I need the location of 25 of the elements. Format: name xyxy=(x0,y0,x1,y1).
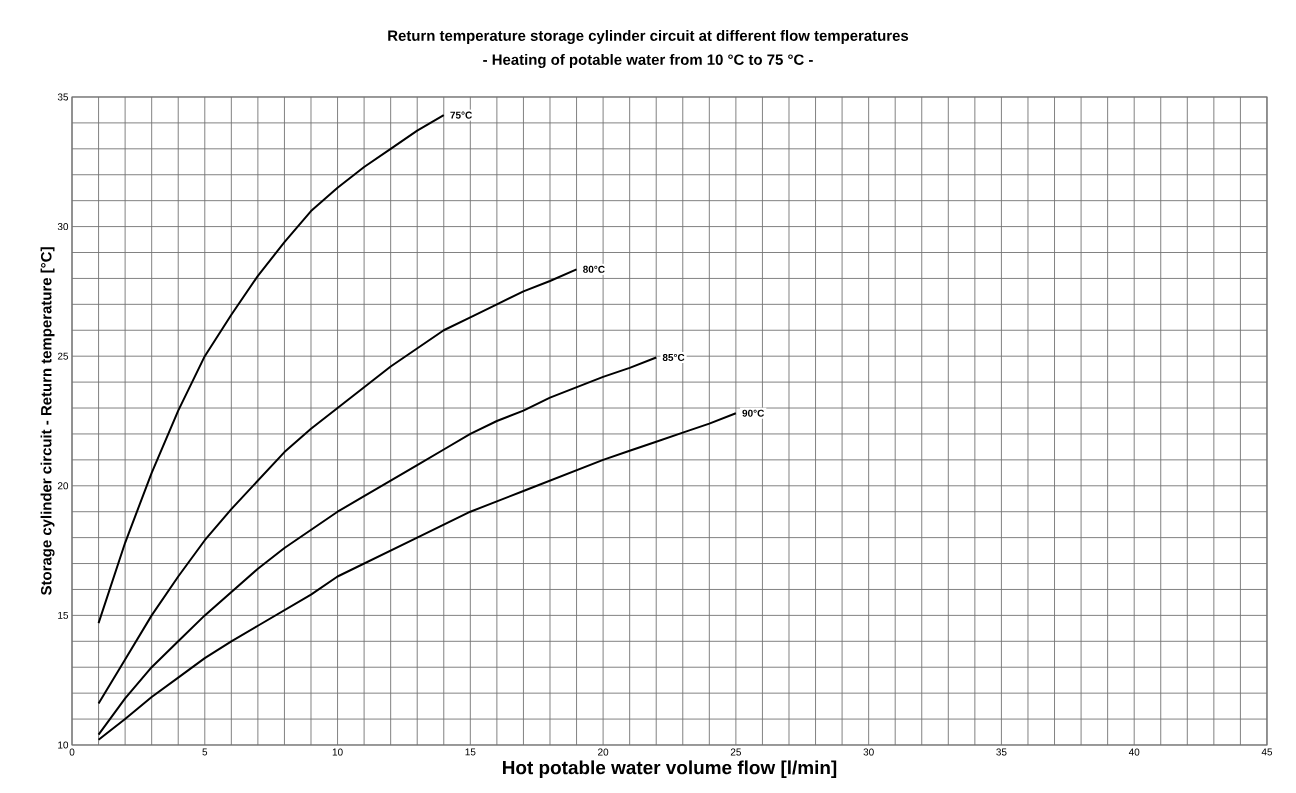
y-tick-label: 35 xyxy=(57,93,69,101)
x-tick-label: 30 xyxy=(863,748,874,756)
x-tick-label: 0 xyxy=(69,748,75,756)
x-tick-label: 5 xyxy=(202,748,208,756)
y-tick-label: 20 xyxy=(57,482,69,490)
series-label: 90°C xyxy=(742,409,765,417)
x-tick-label: 25 xyxy=(730,748,741,756)
chart-title: Return temperature storage cylinder circuit at different flow temperatures xyxy=(388,29,909,44)
x-tick-label: 20 xyxy=(598,748,609,756)
x-tick-label: 15 xyxy=(465,748,476,756)
y-axis-title: Storage cylinder circuit - Return temperature [°C] xyxy=(40,247,55,596)
y-tick-label: 30 xyxy=(57,223,69,231)
x-tick-label: 40 xyxy=(1128,748,1140,756)
series-label: 80°C xyxy=(583,265,605,273)
x-tick-label: 45 xyxy=(1261,748,1273,756)
y-tick-label: 10 xyxy=(58,741,69,749)
line-series xyxy=(97,114,445,625)
x-tick-label: 10 xyxy=(332,748,343,756)
chart-subtitle: - Heating of potable water from 10 °C to 75 °C - xyxy=(483,53,813,68)
series-label: 75°C xyxy=(450,111,472,119)
x-tick-label: 35 xyxy=(996,748,1007,756)
y-tick-label: 15 xyxy=(58,611,69,619)
y-tick-label: 25 xyxy=(57,352,69,360)
series-label: 85°C xyxy=(662,353,685,361)
x-axis-title: Hot potable water volume flow [l/min] xyxy=(503,760,837,779)
